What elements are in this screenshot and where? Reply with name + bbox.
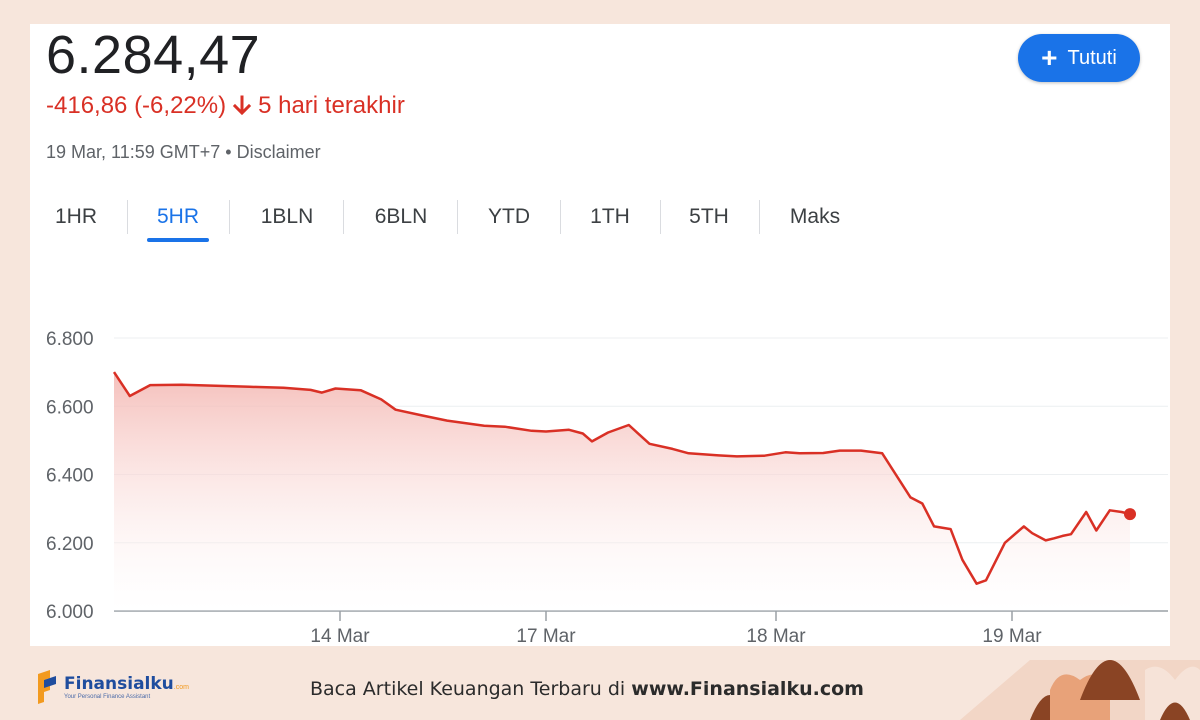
tab-divider [343, 200, 344, 234]
tab-label: 1HR [54, 205, 97, 228]
plus-icon: + [1041, 42, 1058, 73]
tab-5hr[interactable]: 5HR [147, 192, 209, 242]
range-tabs: 1HR 5HR 1BLN 6BLN YTD 1TH 5TH Maks [30, 192, 930, 244]
x-tick-label: 14 Mar [310, 626, 370, 644]
price-change: -416,86 (-6,22%) 5 hari terakhir [46, 92, 405, 120]
x-tick-label: 19 Mar [982, 626, 1042, 644]
tab-label: YTD [488, 205, 530, 228]
y-tick-label: 6.200 [46, 534, 94, 555]
footer-cta: Baca Artikel Keuangan Terbaru di www.Fin… [310, 678, 864, 700]
brand-domain: .com [173, 684, 189, 691]
tab-divider [229, 200, 230, 234]
meta-separator: • [225, 142, 232, 162]
tab-6bln[interactable]: 6BLN [360, 192, 442, 242]
x-tick-label: 18 Mar [746, 626, 806, 644]
tab-divider [560, 200, 561, 234]
tab-1bln[interactable]: 1BLN [246, 192, 328, 242]
follow-button[interactable]: + Tututi [1018, 34, 1140, 82]
change-period: 5 hari terakhir [258, 92, 405, 119]
tab-maks[interactable]: Maks [776, 192, 854, 242]
tab-1th[interactable]: 1TH [577, 192, 643, 242]
tab-5th[interactable]: 5TH [676, 192, 742, 242]
footer-link[interactable]: www.Finansialku.com [631, 678, 864, 700]
footer-text-prefix: Baca Artikel Keuangan Terbaru di [310, 678, 626, 700]
tab-label: 5HR [156, 205, 199, 228]
tab-ytd[interactable]: YTD [474, 192, 544, 242]
finansialku-logo-icon [38, 670, 56, 704]
tab-label: 1BLN [260, 205, 314, 228]
tab-label: Maks [789, 205, 841, 228]
y-tick-label: 6.000 [46, 602, 94, 623]
decorative-shapes [960, 660, 1200, 720]
tab-label: 1TH [590, 205, 630, 228]
quote-timestamp: 19 Mar, 11:59 GMT+7 [46, 142, 221, 162]
series-area [114, 372, 1130, 611]
brand-tagline: Your Personal Finance Assistant [64, 694, 151, 700]
footer-banner: Finansialku.com Your Personal Finance As… [0, 660, 1200, 720]
tab-divider [457, 200, 458, 234]
y-tick-label: 6.600 [46, 397, 94, 418]
brand-logo: Finansialku.com Your Personal Finance As… [34, 670, 189, 704]
change-value: -416,86 (-6,22%) [46, 92, 227, 119]
y-tick-label: 6.800 [46, 329, 94, 350]
current-price: 6.284,47 [46, 25, 261, 85]
y-tick-label: 6.400 [46, 466, 94, 487]
tab-label: 6BLN [374, 205, 428, 228]
series-line [112, 371, 1131, 585]
tab-divider [127, 200, 128, 234]
price-chart: 6.000 6.200 6.400 6.600 6.800 14 Mar 17 Mar 18 … [46, 329, 1168, 644]
x-tick-label: 17 Mar [516, 626, 576, 644]
arrow-down-icon [232, 95, 252, 116]
tab-label: 5TH [689, 205, 729, 228]
stock-card: 6.284,47 -416,86 (-6,22%) 5 hari terakhi… [30, 24, 1170, 646]
follow-button-label: Tututi [1067, 46, 1117, 69]
tab-1hr[interactable]: 1HR [40, 192, 112, 242]
disclaimer-link[interactable]: Disclaimer [236, 142, 321, 162]
tab-divider [759, 200, 760, 234]
endpoint-marker [1124, 508, 1136, 521]
quote-meta: 19 Mar, 11:59 GMT+7 • Disclaimer [46, 142, 321, 163]
tab-divider [660, 200, 661, 234]
brand-name: Finansialku [64, 674, 174, 694]
